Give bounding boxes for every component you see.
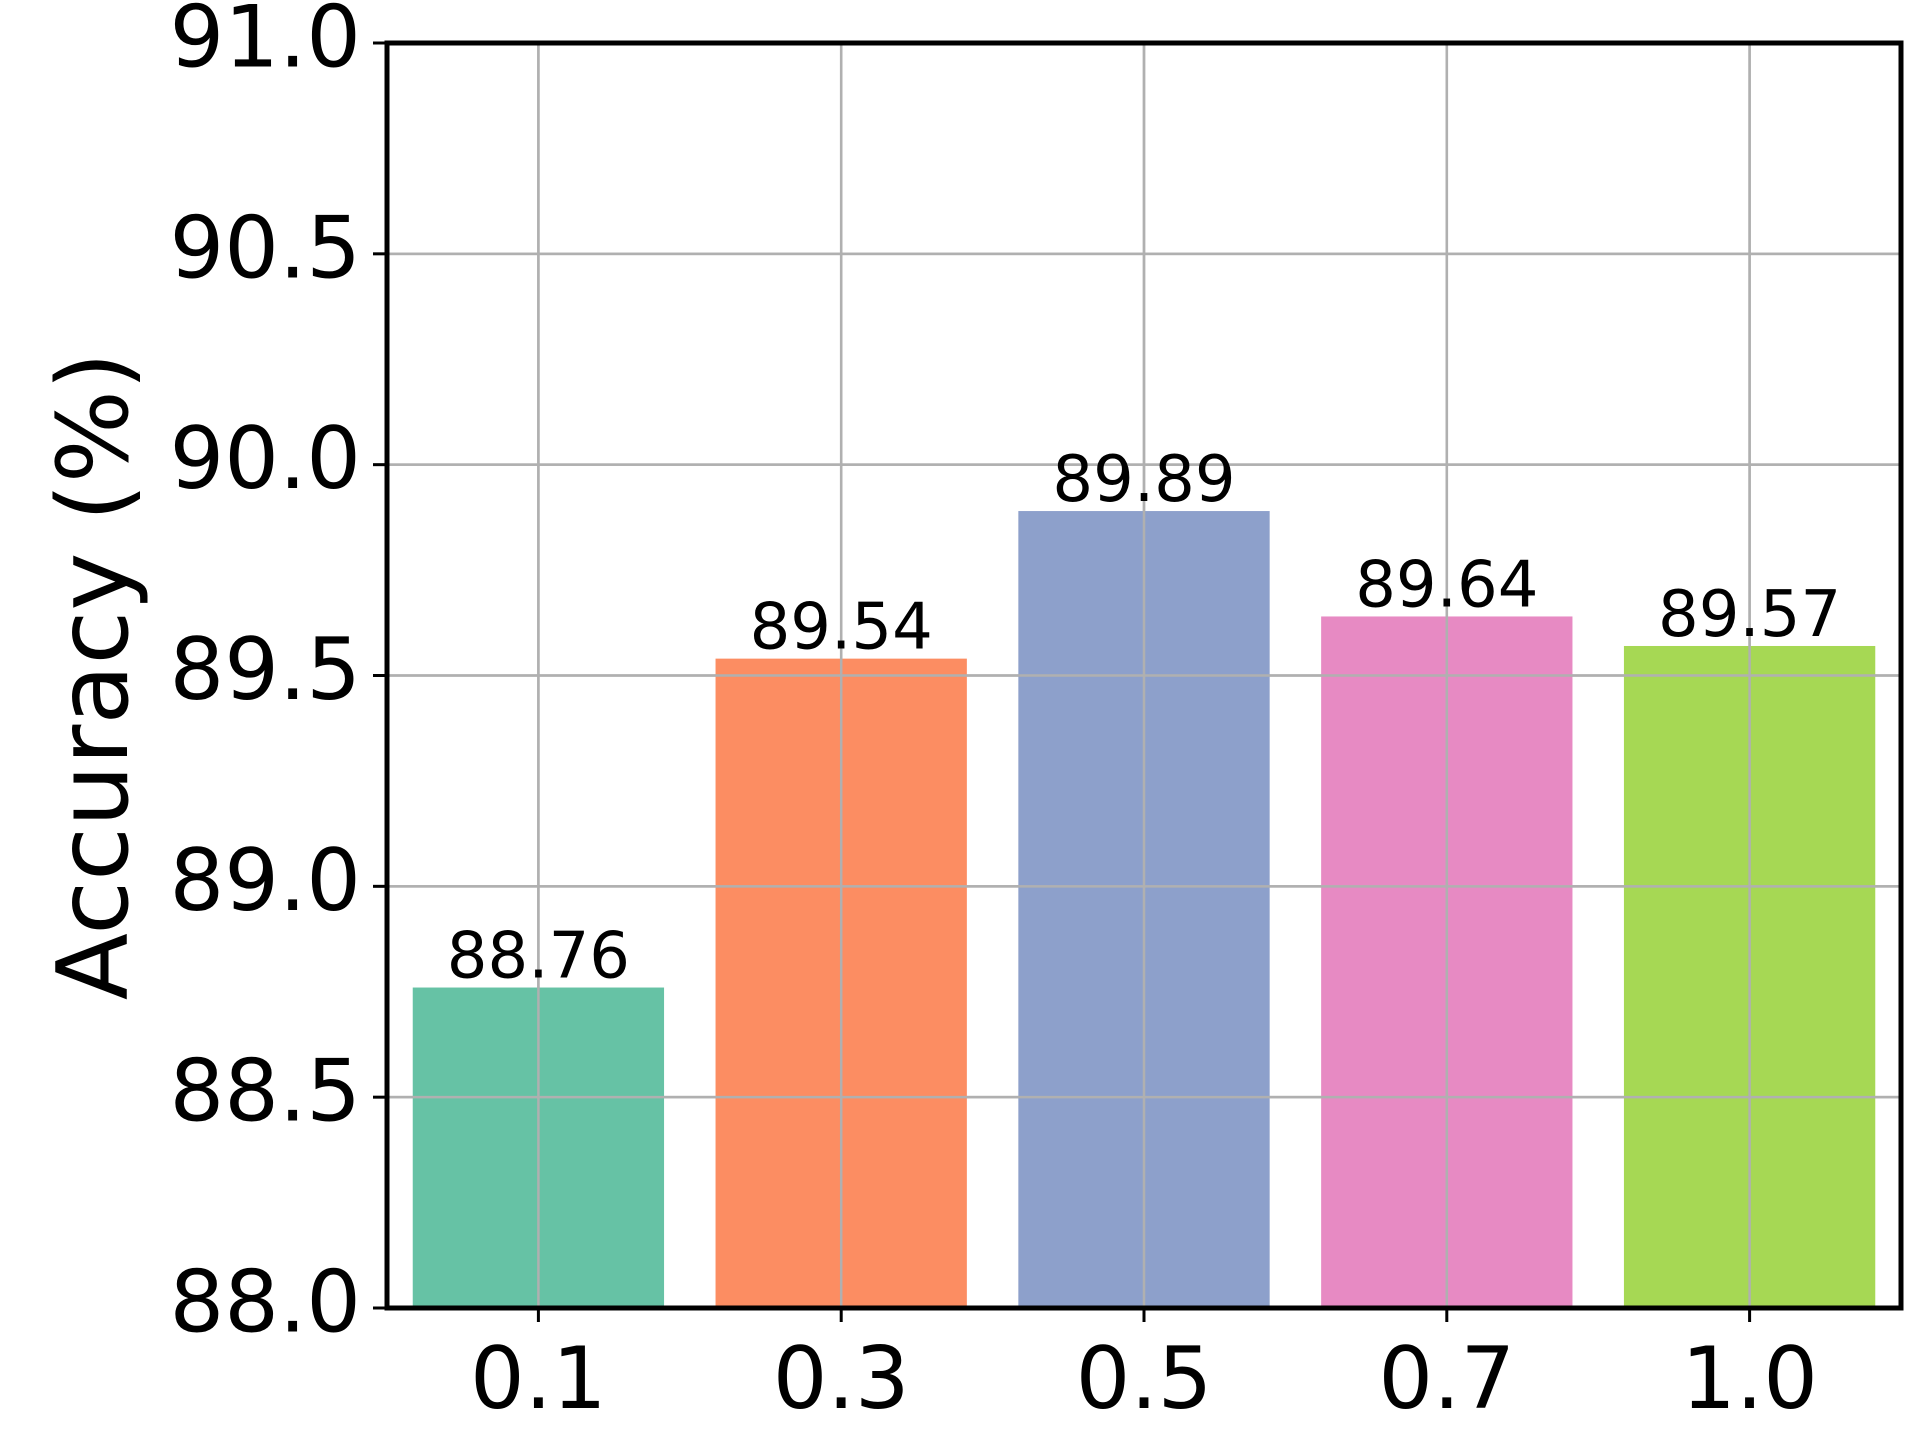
y-tick-label: 91.0	[170, 0, 361, 87]
x-tick-label: 0.7	[1378, 1329, 1515, 1429]
y-tick-label: 90.0	[170, 409, 361, 509]
x-tick-label: 1.0	[1681, 1329, 1818, 1429]
y-tick-label: 90.5	[170, 198, 361, 298]
x-tick-label: 0.5	[1076, 1329, 1213, 1429]
value-label: 89.57	[1658, 578, 1841, 652]
value-label: 89.89	[1052, 443, 1235, 517]
y-tick-label: 89.5	[170, 620, 361, 720]
value-label: 89.64	[1355, 548, 1538, 622]
y-tick-label: 88.0	[170, 1252, 361, 1352]
value-label: 88.76	[447, 920, 630, 994]
x-tick-label: 0.1	[470, 1329, 607, 1429]
y-axis-label: Accuracy (%)	[37, 352, 151, 1000]
value-label: 89.54	[750, 591, 933, 665]
plot-frame	[384, 40, 1904, 1311]
x-tick-label: 0.3	[773, 1329, 910, 1429]
y-tick-label: 89.0	[170, 831, 361, 931]
y-tick-label: 88.5	[170, 1042, 361, 1142]
